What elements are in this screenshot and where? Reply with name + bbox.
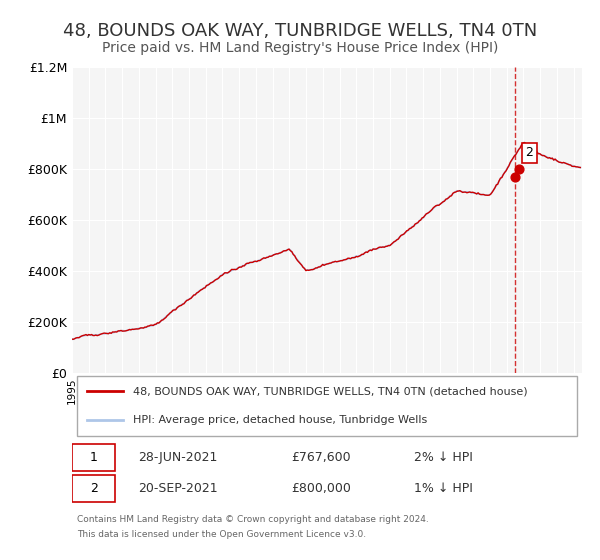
Text: 48, BOUNDS OAK WAY, TUNBRIDGE WELLS, TN4 0TN (detached house): 48, BOUNDS OAK WAY, TUNBRIDGE WELLS, TN4… [133, 386, 528, 396]
Point [514, 165, 524, 174]
Text: 2: 2 [526, 146, 533, 159]
FancyBboxPatch shape [77, 376, 577, 436]
Text: 28-JUN-2021: 28-JUN-2021 [139, 451, 218, 464]
FancyBboxPatch shape [72, 444, 115, 471]
Text: 20-SEP-2021: 20-SEP-2021 [139, 482, 218, 496]
Text: £800,000: £800,000 [291, 482, 351, 496]
Text: Contains HM Land Registry data © Crown copyright and database right 2024.: Contains HM Land Registry data © Crown c… [77, 515, 429, 524]
Text: Price paid vs. HM Land Registry's House Price Index (HPI): Price paid vs. HM Land Registry's House … [102, 41, 498, 55]
Text: £767,600: £767,600 [291, 451, 351, 464]
Text: 2% ↓ HPI: 2% ↓ HPI [414, 451, 473, 464]
Text: 48, BOUNDS OAK WAY, TUNBRIDGE WELLS, TN4 0TN: 48, BOUNDS OAK WAY, TUNBRIDGE WELLS, TN4… [63, 22, 537, 40]
Text: 1% ↓ HPI: 1% ↓ HPI [414, 482, 473, 496]
FancyBboxPatch shape [72, 475, 115, 502]
Text: This data is licensed under the Open Government Licence v3.0.: This data is licensed under the Open Gov… [77, 530, 366, 539]
Point [510, 173, 520, 182]
Text: HPI: Average price, detached house, Tunbridge Wells: HPI: Average price, detached house, Tunb… [133, 415, 427, 424]
Text: 2: 2 [90, 482, 98, 496]
Text: 1: 1 [90, 451, 98, 464]
